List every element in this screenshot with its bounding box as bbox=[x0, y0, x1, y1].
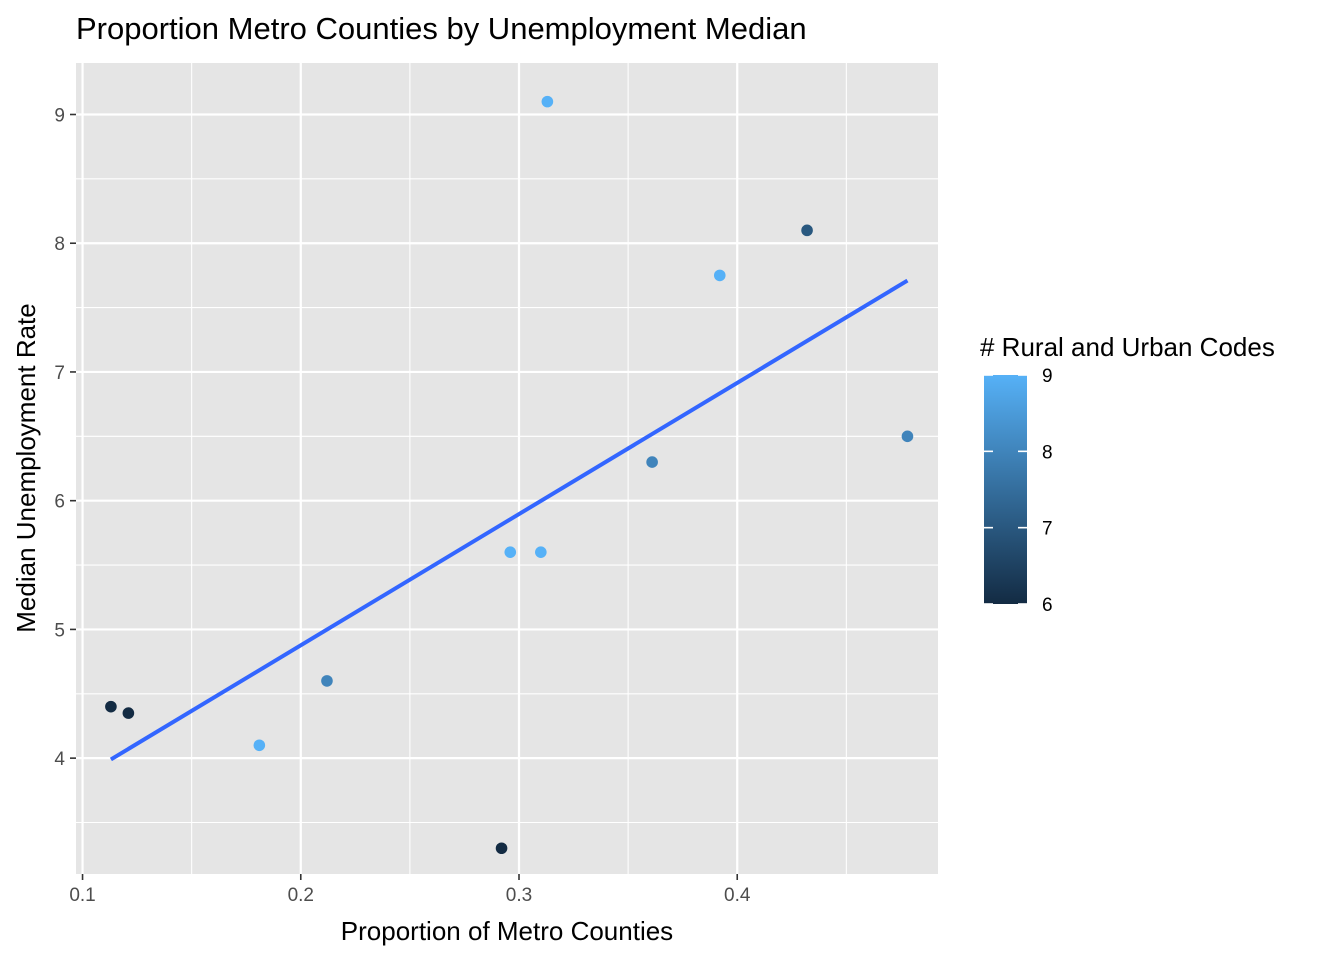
y-tick-label: 7 bbox=[54, 363, 65, 384]
legend-tick-label: 6 bbox=[1042, 595, 1053, 616]
y-tick-label: 6 bbox=[54, 492, 65, 513]
x-tick-label: 0.2 bbox=[288, 885, 314, 906]
data-point bbox=[321, 675, 333, 687]
data-point bbox=[535, 546, 547, 558]
trend-line bbox=[109, 278, 909, 762]
data-point bbox=[801, 224, 813, 237]
legend-title: # Rural and Urban Codes bbox=[980, 332, 1275, 362]
data-point bbox=[541, 95, 554, 108]
legend-ticks: 6 7 8 9 bbox=[984, 366, 1053, 616]
data-point bbox=[504, 546, 517, 558]
legend-tick-label: 9 bbox=[1042, 366, 1053, 387]
data-point bbox=[495, 842, 508, 855]
y-axis-title: Median Unemployment Rate bbox=[11, 303, 41, 633]
x-tick-label: 0.4 bbox=[724, 885, 751, 906]
data-point bbox=[713, 269, 726, 282]
trend-line-layer bbox=[109, 278, 909, 762]
data-point bbox=[901, 430, 914, 443]
x-axis-title: Proportion of Metro Counties bbox=[341, 916, 673, 946]
legend-colorbar bbox=[984, 375, 1027, 604]
major-gridlines bbox=[76, 63, 938, 874]
y-tick-label: 8 bbox=[54, 234, 65, 255]
y-tick-label: 9 bbox=[54, 105, 65, 126]
color-legend: # Rural and Urban Codes 6 7 8 9 bbox=[980, 332, 1275, 616]
legend-tick-label: 8 bbox=[1042, 442, 1053, 463]
legend-tick-label: 7 bbox=[1042, 519, 1053, 540]
data-point bbox=[105, 700, 117, 713]
y-axis-ticks: 4 5 6 7 8 9 bbox=[54, 105, 76, 770]
x-axis-ticks: 0.1 0.2 0.3 0.4 bbox=[69, 874, 751, 906]
x-tick-label: 0.1 bbox=[69, 885, 95, 906]
chart-title: Proportion Metro Counties by Unemploymen… bbox=[76, 11, 807, 46]
y-tick-label: 5 bbox=[54, 620, 65, 641]
y-tick-label: 4 bbox=[54, 749, 65, 770]
plot-panel bbox=[76, 63, 938, 874]
x-tick-label: 0.3 bbox=[506, 885, 532, 906]
data-point bbox=[122, 707, 135, 719]
data-point bbox=[253, 739, 266, 752]
points-layer bbox=[105, 95, 914, 855]
data-point bbox=[646, 456, 658, 468]
